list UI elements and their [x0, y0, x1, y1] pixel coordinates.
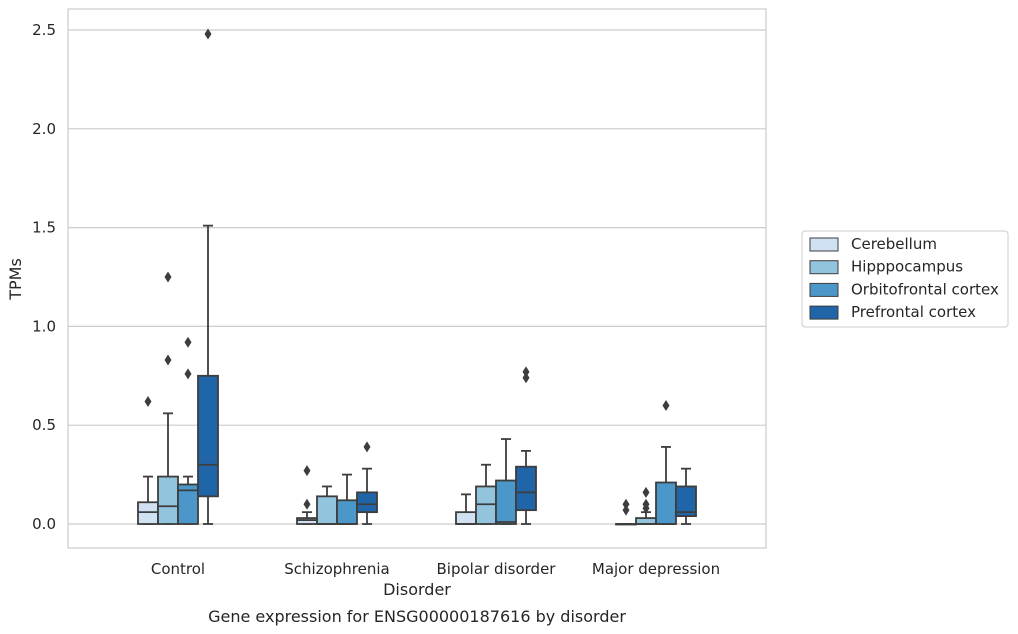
plot-frame	[67, 8, 767, 549]
outlier-point	[642, 502, 650, 514]
outlier-point	[303, 498, 311, 510]
y-tick-label: 0.5	[32, 416, 56, 434]
outlier-point	[622, 498, 630, 510]
legend-label: Hipppocampus	[851, 258, 963, 276]
box-hipppocampus	[475, 463, 497, 525]
outlier-point	[164, 354, 172, 366]
box-hipppocampus	[157, 271, 179, 525]
box-body	[356, 491, 378, 514]
box-body	[515, 465, 537, 512]
y-tick-label: 1.5	[32, 219, 56, 237]
legend-label: Cerebellum	[851, 235, 937, 253]
outlier-point	[522, 372, 530, 384]
box-groups	[137, 28, 697, 526]
outlier-point	[204, 28, 212, 40]
x-axis-label: Disorder	[383, 580, 451, 599]
x-tick-label: Schizophrenia	[284, 560, 389, 578]
box-body	[177, 483, 199, 525]
y-axis-label: TPMs	[6, 258, 25, 301]
box-orbitofrontal-cortex	[336, 473, 358, 525]
legend: Cerebellum Hipppocampus Orbitofrontal cort…	[801, 230, 1009, 328]
outlier-point	[662, 399, 670, 411]
legend-swatch	[809, 260, 839, 275]
box-body	[197, 374, 219, 498]
outlier-point	[642, 486, 650, 498]
legend-swatch	[809, 305, 839, 320]
box-body	[655, 481, 677, 525]
outlier-point	[164, 271, 172, 283]
outlier-point	[303, 465, 311, 477]
box-prefrontal-cortex	[675, 467, 697, 525]
box-body	[336, 499, 358, 525]
box-body	[137, 501, 159, 525]
y-tick-label: 0.0	[32, 515, 56, 533]
y-tick-labels: 0.0 0.5 1.0 1.5 2.0 2.5	[32, 21, 56, 533]
legend-swatch	[809, 237, 839, 252]
box-prefrontal-cortex	[197, 28, 219, 525]
box-body	[316, 495, 338, 525]
y-tick-label: 1.0	[32, 317, 56, 335]
x-tick-label: Major depression	[592, 560, 720, 578]
box-body	[296, 517, 318, 525]
box-body	[675, 485, 697, 517]
box-prefrontal-cortex	[356, 441, 378, 525]
outlier-point	[184, 336, 192, 348]
legend-label: Orbitofrontal cortex	[851, 280, 999, 298]
box-body	[475, 485, 497, 525]
outlier-point	[622, 504, 630, 516]
outlier-point	[184, 368, 192, 380]
outlier-point	[522, 366, 530, 378]
outlier-point	[144, 395, 152, 407]
chart-caption: Gene expression for ENSG00000187616 by d…	[208, 607, 626, 626]
x-tick-label: Bipolar disorder	[437, 560, 557, 578]
y-tick-label: 2.0	[32, 120, 56, 138]
x-tick-labels: Control Schizophrenia Bipolar disorder Majo…	[151, 560, 720, 578]
legend-frame	[801, 230, 1009, 328]
legend-swatch	[809, 282, 839, 297]
x-tick-label: Control	[151, 560, 205, 578]
box-body	[157, 475, 179, 525]
box-orbitofrontal-cortex	[177, 336, 199, 525]
legend-label: Prefrontal cortex	[851, 303, 976, 321]
box-body	[495, 479, 517, 525]
box-prefrontal-cortex	[515, 366, 537, 525]
y-tick-label: 2.5	[32, 21, 56, 39]
box-body	[455, 511, 477, 525]
box-cerebellum	[296, 465, 318, 525]
plot-background	[68, 9, 766, 548]
outlier-point	[363, 441, 371, 453]
